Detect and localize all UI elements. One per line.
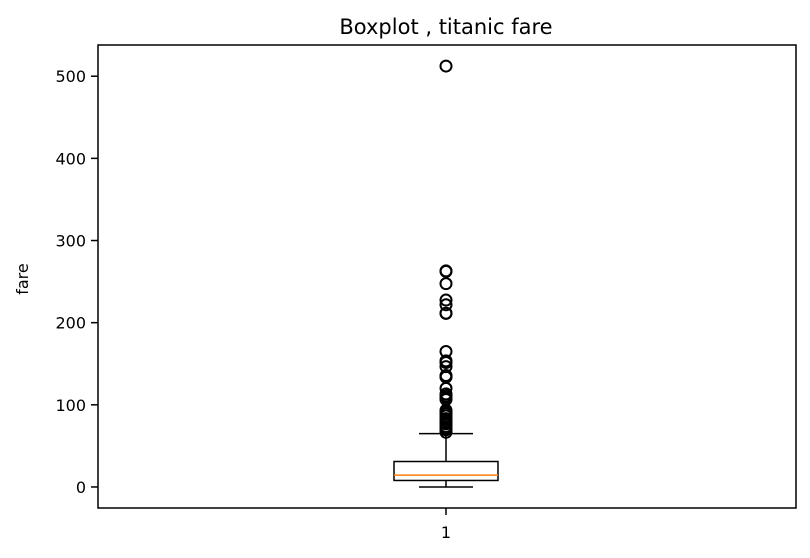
outlier-point: [439, 354, 453, 368]
outlier-point: [439, 293, 453, 307]
y-tick-label: 500: [55, 67, 86, 86]
y-axis-label: fare: [13, 263, 32, 295]
outlier-point: [439, 264, 453, 278]
y-tick-label: 0: [76, 478, 86, 497]
plot-area: 0 100 200 300 400 500 1: [55, 44, 797, 542]
outlier-point: [439, 277, 453, 291]
outlier-point: [439, 387, 453, 401]
plot-frame: [97, 44, 797, 509]
outlier-point: [439, 298, 453, 312]
y-tick-label: 400: [55, 149, 86, 168]
outlier-point: [439, 59, 453, 73]
y-tick-label: 300: [55, 232, 86, 251]
interquartile-box: [393, 460, 499, 482]
outlier-point: [439, 306, 453, 320]
y-tick-label: 200: [55, 314, 86, 333]
outlier-point: [439, 369, 453, 383]
y-tick-label: 100: [55, 396, 86, 415]
chart-title: Boxplot , titanic fare: [339, 15, 552, 39]
x-tick-label: 1: [441, 523, 451, 542]
outlier-point: [439, 360, 453, 374]
outlier-point: [439, 345, 453, 359]
